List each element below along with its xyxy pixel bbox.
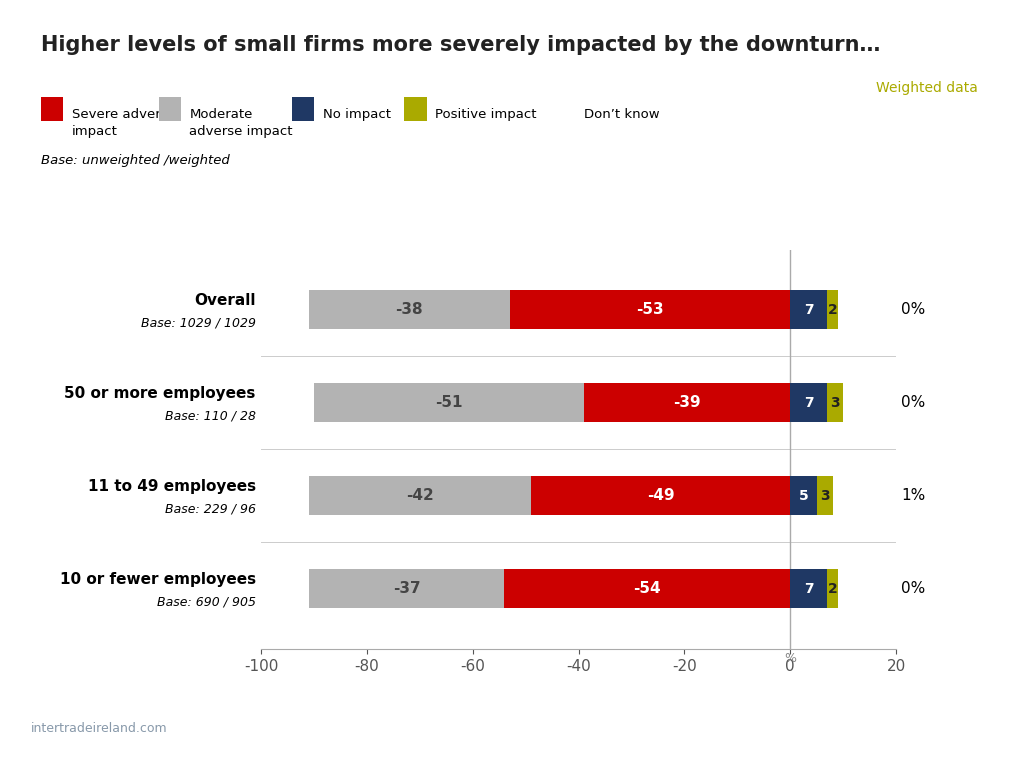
- Text: 1%: 1%: [901, 488, 926, 503]
- Bar: [309, 569, 505, 608]
- Text: Moderate
adverse impact: Moderate adverse impact: [189, 108, 293, 138]
- Text: 0%: 0%: [901, 396, 926, 410]
- Bar: [505, 569, 791, 608]
- Text: Higher levels of small firms more severely impacted by the downturn…: Higher levels of small firms more severe…: [41, 35, 881, 55]
- Bar: [791, 569, 827, 608]
- Bar: [510, 290, 791, 329]
- Text: Base: unweighted /weighted: Base: unweighted /weighted: [41, 154, 229, 167]
- Text: ◎: ◎: [696, 711, 723, 740]
- Bar: [791, 290, 827, 329]
- Text: -38: -38: [395, 303, 423, 317]
- Text: 7: 7: [804, 303, 813, 317]
- Text: Overall: Overall: [195, 293, 256, 308]
- Text: No impact: No impact: [323, 108, 390, 121]
- Text: 3: 3: [830, 396, 840, 410]
- Bar: [584, 383, 791, 422]
- Text: intertradeireland.com: intertradeireland.com: [31, 722, 167, 735]
- Text: 50 or more employees: 50 or more employees: [65, 386, 256, 401]
- Text: 2: 2: [827, 303, 838, 317]
- Text: Weighted data: Weighted data: [877, 81, 978, 94]
- Text: 2: 2: [827, 581, 838, 596]
- Text: 10 or fewer employees: 10 or fewer employees: [59, 572, 256, 587]
- Text: Base: 1029 / 1029: Base: 1029 / 1029: [141, 316, 256, 329]
- Text: Don’t know: Don’t know: [584, 108, 659, 121]
- Text: 0%: 0%: [901, 303, 926, 317]
- Bar: [827, 569, 838, 608]
- Text: InterTradeIreland: InterTradeIreland: [742, 713, 989, 737]
- Text: 7: 7: [804, 396, 813, 410]
- Text: Base: 690 / 905: Base: 690 / 905: [157, 595, 256, 608]
- Text: -37: -37: [393, 581, 421, 596]
- Text: Severe adverse
impact: Severe adverse impact: [72, 108, 175, 138]
- Bar: [817, 476, 833, 515]
- Text: -54: -54: [634, 581, 662, 596]
- Text: 11 to 49 employees: 11 to 49 employees: [88, 479, 256, 494]
- Text: 7: 7: [804, 581, 813, 596]
- Text: -49: -49: [647, 488, 675, 503]
- Text: 5: 5: [799, 488, 808, 503]
- Bar: [314, 383, 584, 422]
- Text: 0%: 0%: [901, 581, 926, 596]
- Text: Positive impact: Positive impact: [435, 108, 537, 121]
- Bar: [531, 476, 791, 515]
- Text: -42: -42: [406, 488, 434, 503]
- Text: -53: -53: [636, 303, 664, 317]
- Bar: [791, 383, 827, 422]
- Bar: [309, 476, 531, 515]
- Bar: [309, 290, 510, 329]
- Bar: [827, 290, 838, 329]
- Bar: [791, 476, 817, 515]
- Text: -51: -51: [435, 396, 463, 410]
- Bar: [827, 383, 843, 422]
- Text: 3: 3: [820, 488, 829, 503]
- Text: -39: -39: [673, 396, 700, 410]
- Text: Base: 110 / 28: Base: 110 / 28: [165, 409, 256, 422]
- Text: Base: 229 / 96: Base: 229 / 96: [165, 502, 256, 515]
- Text: %: %: [784, 652, 797, 665]
